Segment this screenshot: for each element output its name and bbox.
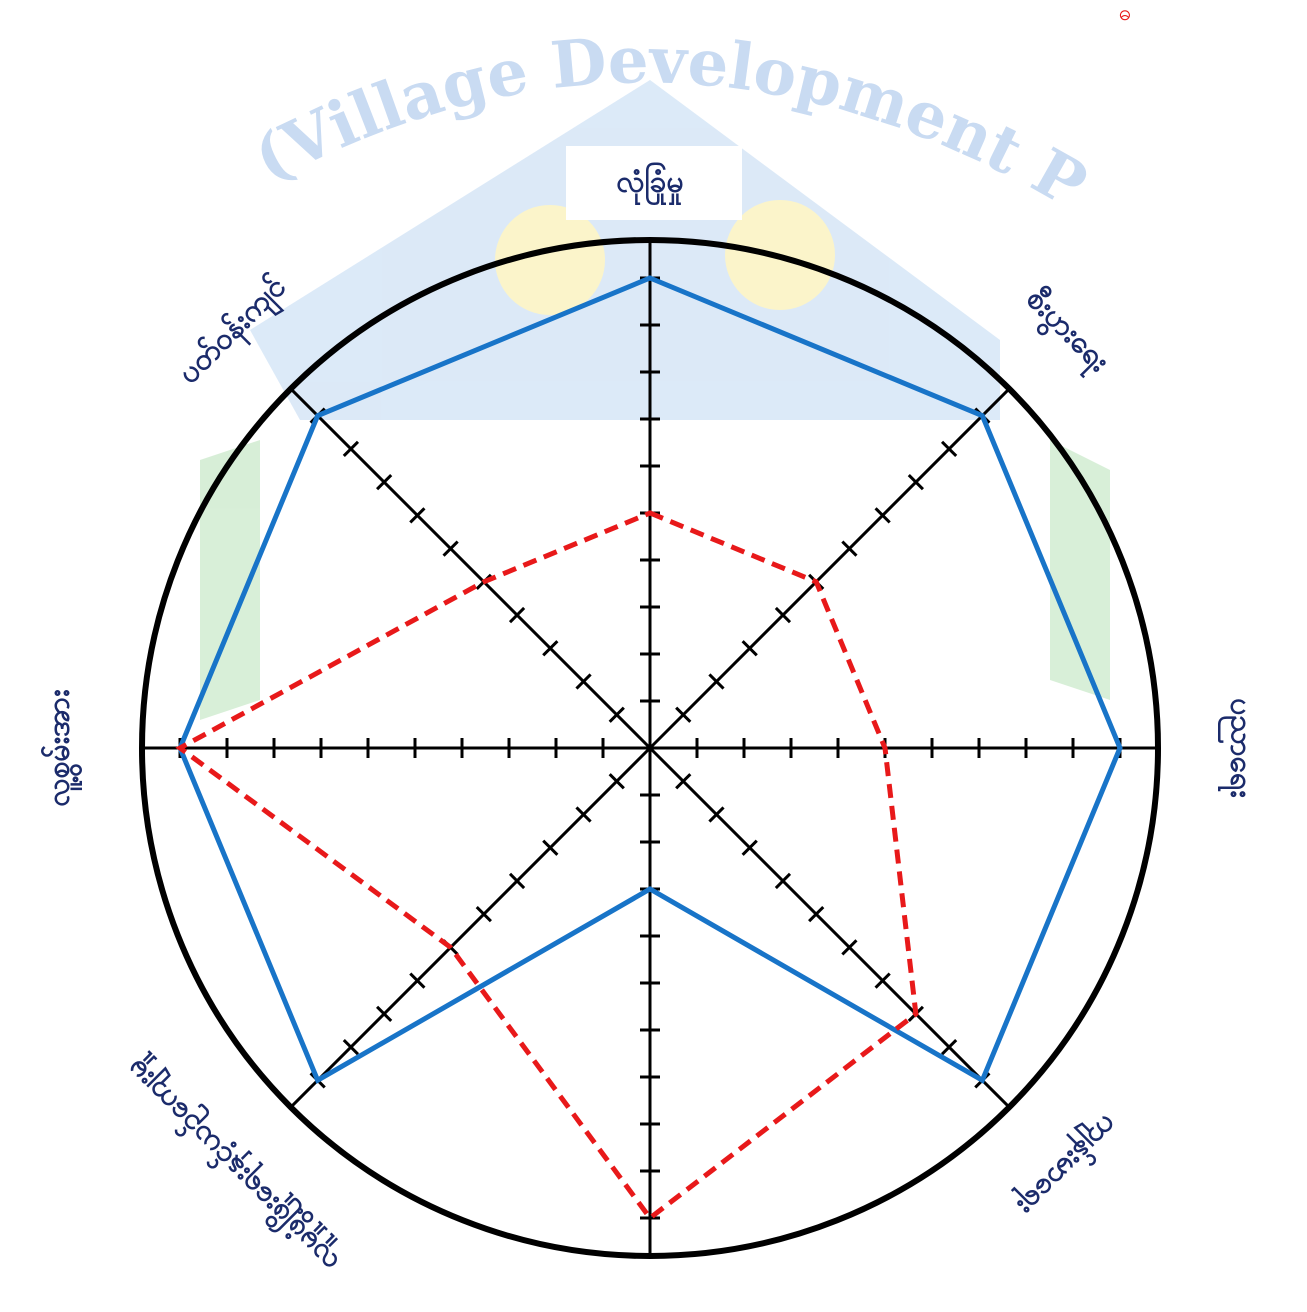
tick-mark (675, 706, 692, 723)
tick-mark (409, 972, 426, 989)
tick-mark (542, 839, 559, 856)
axis-label: စီးပွားရေး (1014, 281, 1117, 384)
axis-label: ကျန်းမာရေး (1005, 1103, 1126, 1224)
tick-mark (342, 440, 360, 458)
axis-line (289, 746, 652, 1109)
tick-mark (774, 606, 792, 624)
tick-mark (874, 507, 891, 524)
axis-label: ပညာရေး (1217, 698, 1259, 798)
corner-mark: ဓ (1119, 1, 1131, 26)
tick-mark (575, 673, 592, 690)
axis-label: လူ့စွမ်းအား (41, 689, 84, 806)
tick-mark (442, 540, 459, 557)
axis-line (648, 746, 1011, 1109)
tick-mark (608, 706, 625, 723)
tick-mark (741, 839, 758, 856)
tick-mark (708, 673, 725, 690)
series-line (177, 275, 1123, 1084)
tick-mark (841, 540, 858, 557)
tick-mark (940, 440, 958, 458)
series-line (175, 510, 919, 1222)
tick-mark (342, 1038, 360, 1056)
tick-mark (409, 507, 426, 524)
tick-mark (508, 606, 526, 624)
axis-label: လုံခြုံမှု (616, 162, 683, 207)
tick-mark (841, 939, 858, 956)
axis-line (648, 387, 1011, 750)
tick-mark (874, 972, 891, 989)
title-box (566, 146, 742, 220)
tick-mark (542, 640, 559, 657)
tick-mark (675, 773, 692, 790)
tick-mark (575, 806, 592, 823)
tick-mark (774, 872, 792, 890)
tick-mark (907, 473, 925, 491)
tick-mark (475, 906, 492, 923)
tick-mark (375, 473, 393, 491)
axis-line (289, 387, 652, 750)
watermark-art (200, 80, 1110, 720)
tick-mark (508, 872, 526, 890)
tick-mark (940, 1038, 958, 1056)
tick-mark (741, 640, 758, 657)
tick-mark (608, 773, 625, 790)
tick-mark (808, 906, 825, 923)
tick-mark (708, 806, 725, 823)
tick-mark (375, 1005, 393, 1023)
